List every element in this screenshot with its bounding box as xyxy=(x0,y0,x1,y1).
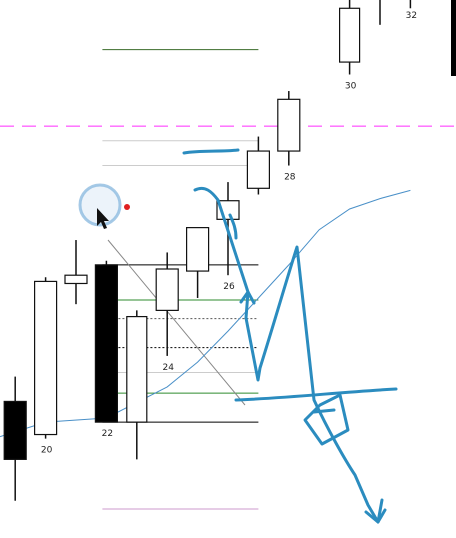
annotation-horizontal-stroke xyxy=(182,148,240,155)
candle-30 xyxy=(339,0,361,75)
candle-22 xyxy=(94,260,119,423)
candle-25 xyxy=(186,227,210,298)
annotation-zigzag-arrow xyxy=(193,186,384,524)
candle-19 xyxy=(3,376,27,501)
x-tick-label: 20 xyxy=(41,446,53,456)
cursor-arrow-icon xyxy=(97,208,109,229)
x-tick-label: 28 xyxy=(284,173,296,183)
candle-body xyxy=(246,150,270,189)
annotation-box xyxy=(303,393,350,446)
x-tick-label: 32 xyxy=(406,11,417,21)
x-tick-label: 26 xyxy=(223,282,235,292)
candle-23 xyxy=(126,310,148,460)
candle-27 xyxy=(246,136,270,195)
candles xyxy=(3,0,412,501)
hand-drawn-annotations xyxy=(182,148,398,524)
candle-body xyxy=(33,280,58,436)
annotation-horizontal-line-right xyxy=(234,387,398,402)
diagonal-trendline xyxy=(107,239,246,406)
candle-body xyxy=(64,274,88,285)
cursor-click-dot xyxy=(124,204,130,210)
annotation-tick xyxy=(228,213,238,240)
mouse-cursor xyxy=(78,183,130,229)
candle-body xyxy=(94,264,119,423)
x-tick-label: 24 xyxy=(162,363,174,373)
candle-body xyxy=(339,7,361,63)
candle-24 xyxy=(155,252,179,356)
right-edge-bar xyxy=(451,0,456,76)
annotation-arrowhead-lower xyxy=(239,290,256,305)
candle-body xyxy=(3,400,27,460)
candle-body xyxy=(155,268,179,311)
cursor-halo xyxy=(78,183,122,227)
x-tick-label: 30 xyxy=(345,81,357,91)
candle-20 xyxy=(33,277,58,439)
candle-body xyxy=(186,227,210,272)
annotation-arrowhead-bottom xyxy=(364,508,387,524)
x-axis-tick-labels: 20 22 24 26 28 30 32 xyxy=(41,11,417,456)
candle-28 xyxy=(277,91,301,166)
candle-body xyxy=(126,315,148,423)
candle-21 xyxy=(64,240,88,305)
candle-body xyxy=(277,98,301,152)
x-tick-label: 22 xyxy=(102,429,113,439)
